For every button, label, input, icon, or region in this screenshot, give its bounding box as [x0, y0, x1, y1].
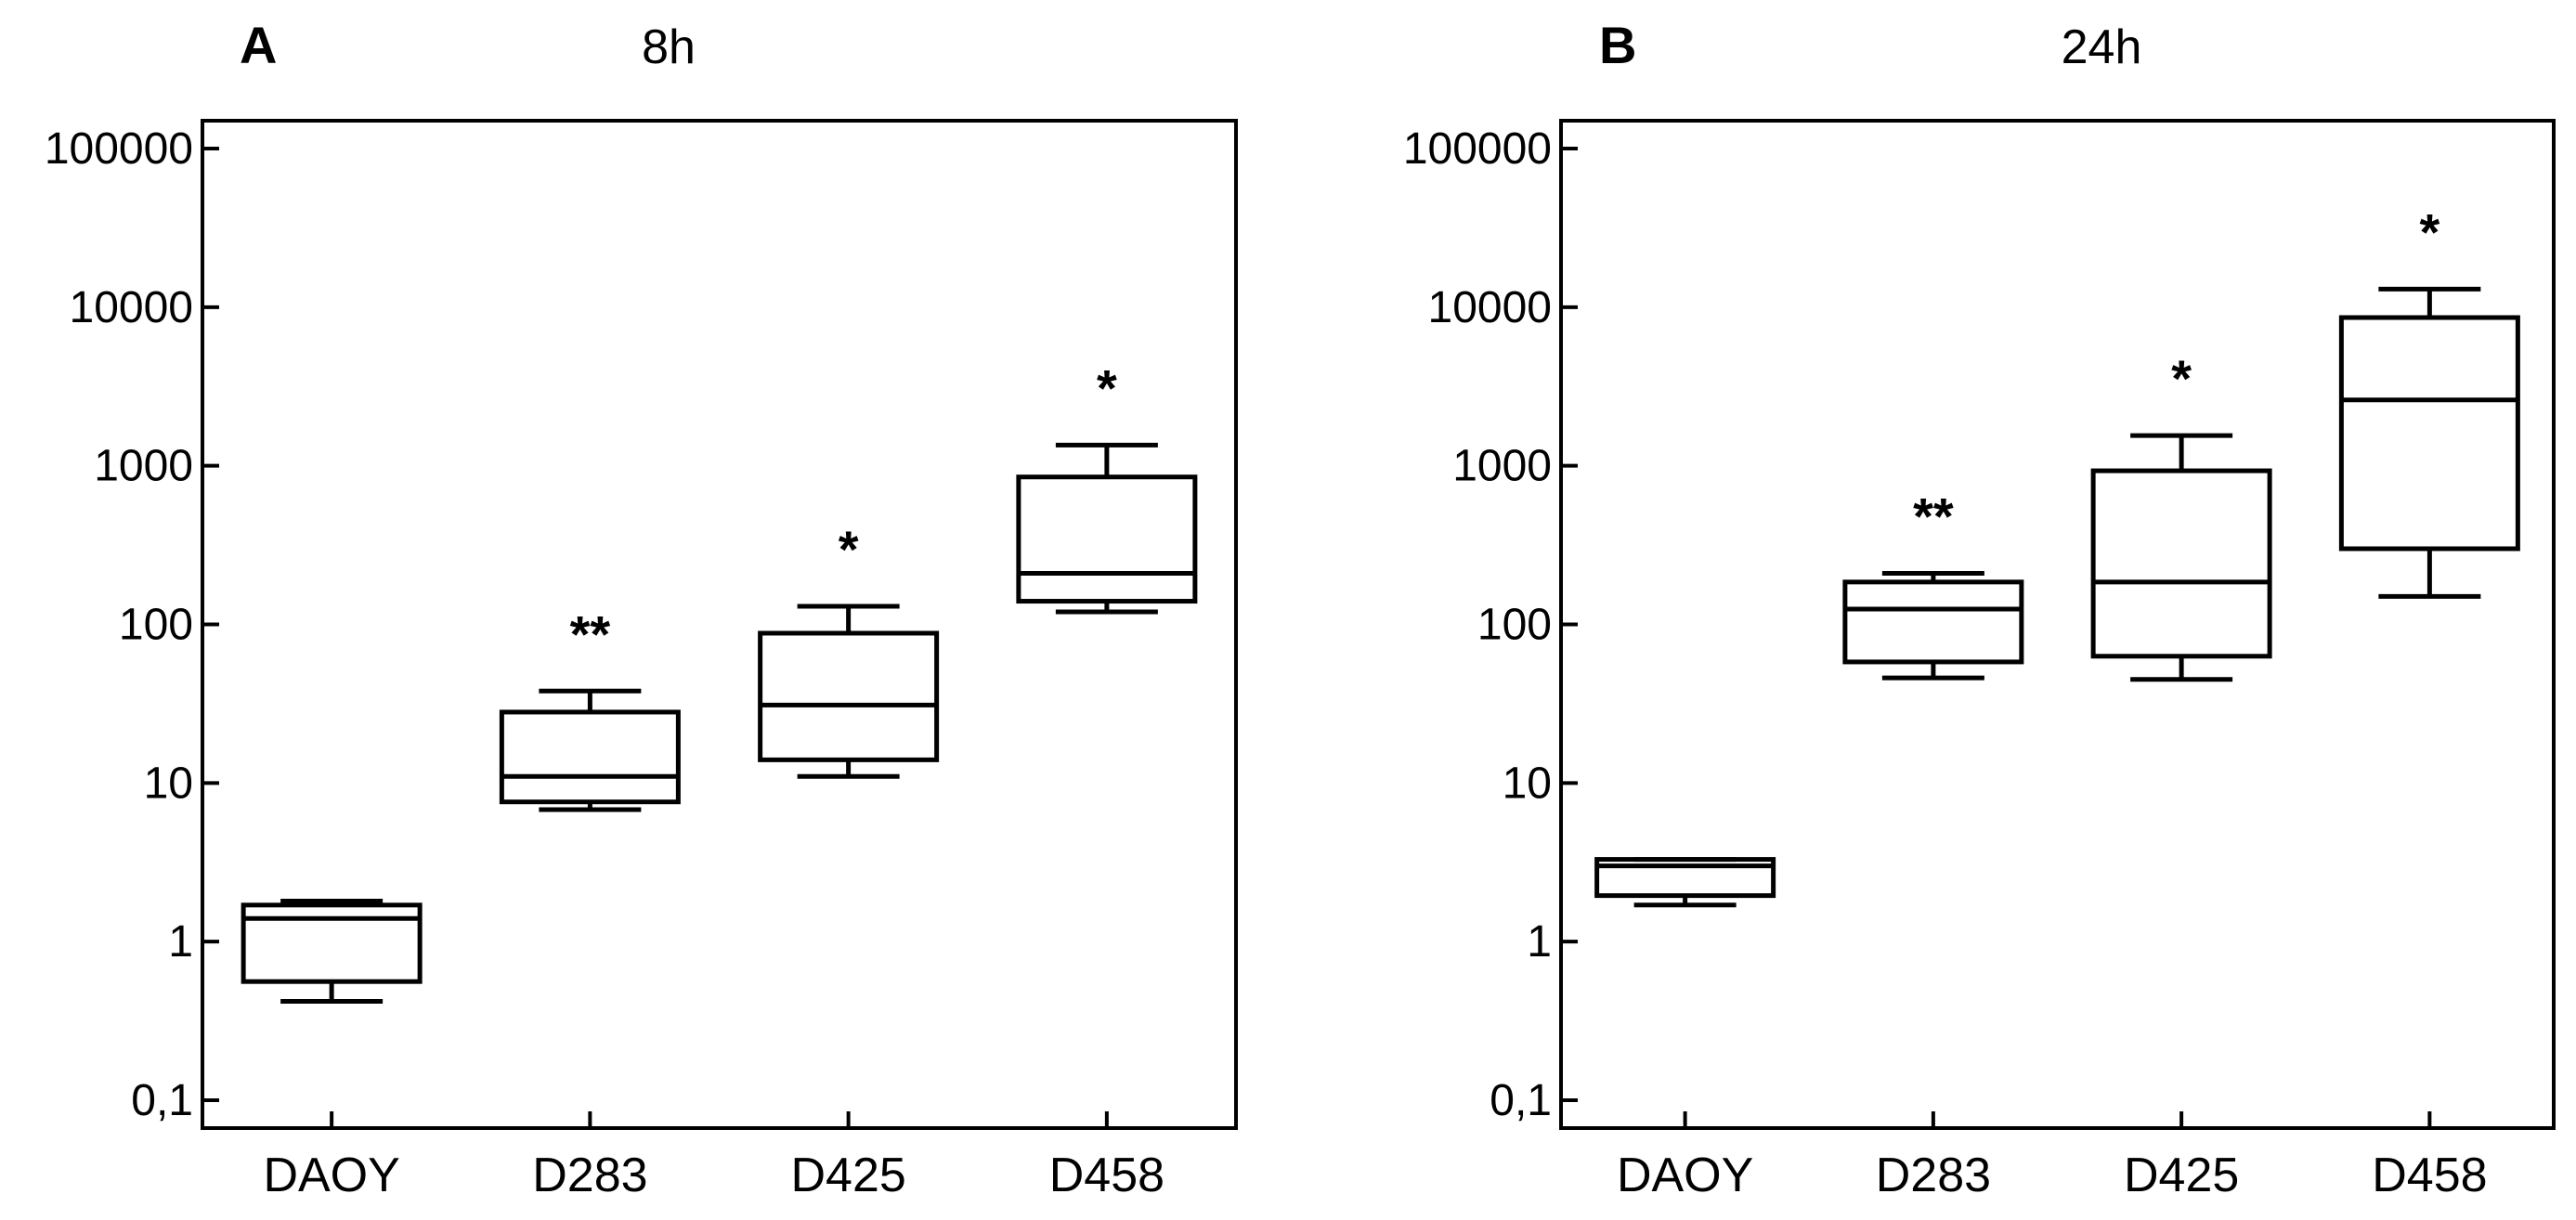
- y-tick-label: 1000: [1452, 442, 1552, 491]
- box-iqr: [499, 709, 681, 805]
- y-tick-label: 0,1: [131, 1076, 193, 1125]
- panel-letter: A: [240, 16, 277, 74]
- y-tick-label: 10000: [70, 283, 193, 332]
- y-tick-label: 1: [168, 917, 193, 967]
- y-tick-label: 0,1: [1490, 1076, 1552, 1125]
- x-tick-label: D458: [2372, 1149, 2487, 1202]
- box-iqr: [758, 630, 940, 762]
- panel-title: 8h: [642, 20, 696, 74]
- plot-frame: [1559, 119, 2556, 1130]
- y-tick-label: 10: [1503, 759, 1552, 808]
- box-d283: **: [1842, 487, 2024, 681]
- significance-marker: *: [1097, 358, 1117, 417]
- y-tick-label: 10000: [1428, 283, 1552, 332]
- x-tick-label: DAOY: [263, 1149, 399, 1202]
- panel-title: 24h: [2062, 20, 2142, 74]
- box-d425: *: [758, 520, 940, 779]
- box-iqr: [1594, 857, 1776, 899]
- x-tick-label: D425: [790, 1149, 905, 1202]
- box-iqr: [241, 902, 423, 984]
- x-tick-label: D283: [1876, 1149, 1991, 1202]
- panel-letter: B: [1599, 16, 1636, 74]
- box-iqr: [2338, 315, 2520, 552]
- x-tick-label: D283: [532, 1149, 647, 1202]
- box-daoy: [241, 899, 423, 1005]
- y-tick-label: 1: [1527, 917, 1552, 967]
- box-iqr: [2090, 468, 2272, 659]
- significance-marker: *: [2419, 202, 2439, 261]
- significance-marker: *: [839, 520, 859, 578]
- y-tick-label: 1000: [94, 442, 193, 491]
- x-tick-label: D458: [1049, 1149, 1164, 1202]
- y-tick-label: 100000: [1403, 124, 1552, 174]
- box-d425: *: [2090, 349, 2272, 682]
- y-tick-label: 100: [119, 601, 193, 650]
- significance-marker: *: [2171, 349, 2192, 408]
- x-tick-label: DAOY: [1617, 1149, 1753, 1202]
- y-tick-label: 100000: [45, 124, 193, 174]
- box-d458: *: [1016, 358, 1198, 615]
- significance-marker: **: [570, 604, 611, 663]
- box-iqr: [1842, 579, 2024, 665]
- plot-frame: [201, 119, 1238, 1130]
- box-d283: **: [499, 604, 681, 812]
- x-tick-label: D425: [2124, 1149, 2239, 1202]
- box-iqr: [1016, 474, 1198, 604]
- panel-B: B 24h 0,1 1 10 100 1000 10000 100000 DAOY D283 D425…: [1403, 16, 2556, 1202]
- y-tick-label: 100: [1477, 601, 1552, 650]
- y-tick-label: 10: [144, 759, 193, 808]
- panel-A: A 8h 0,1 1 10 100 1000 10000 100000 DAOY D283 D425 D…: [45, 16, 1238, 1202]
- box-d458: *: [2338, 202, 2520, 599]
- significance-marker: **: [1913, 487, 1954, 545]
- box-daoy: [1594, 857, 1776, 908]
